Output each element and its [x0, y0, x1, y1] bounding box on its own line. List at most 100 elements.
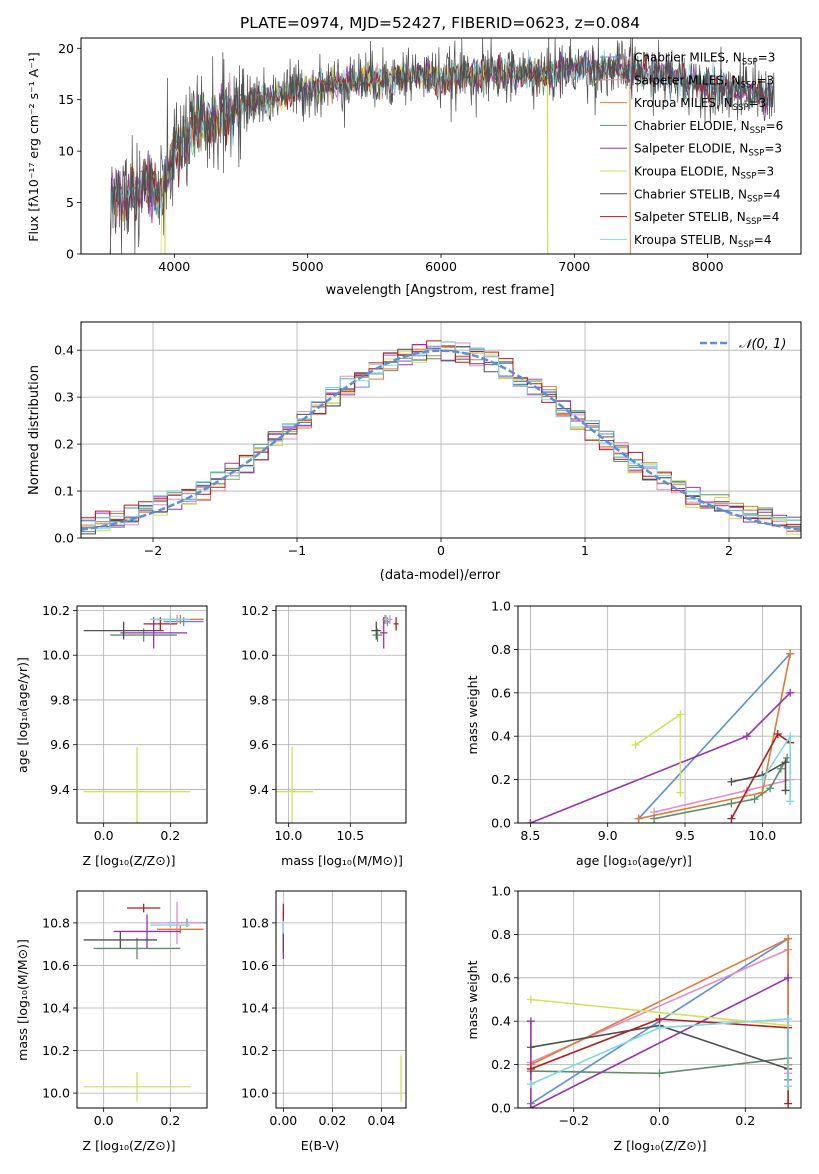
histogram-x-label: (data-model)/error: [380, 568, 501, 583]
x-tick-label: 0.00: [269, 1113, 297, 1128]
age-vs-metallicity-panel: 0.0 0.2 9.4 9.6 9.8 10.0 10.2: [42, 603, 208, 843]
axes-frame: [275, 605, 407, 824]
weight-marker: [784, 1099, 793, 1108]
axes-frame: [76, 605, 208, 824]
weight-line: [530, 1018, 789, 1087]
weight-age-x-label: age [log₁₀(age/yr)]: [576, 853, 692, 868]
weight-vs-age-panel: 8.5 9.0 9.5 10.0 0.0 0.2 0.4 0.6 0.8 1.0: [491, 599, 802, 843]
axes-frame: [76, 890, 208, 1109]
y-tick-label: 0.0: [491, 816, 511, 831]
y-tick-label: 9.8: [249, 692, 269, 707]
y-tick-label: 0.8: [491, 927, 511, 942]
mass-z-y-label: mass [log₁₀(M/M⊙)]: [15, 939, 30, 1061]
y-tick-label: 0.1: [54, 484, 74, 499]
plot-area: [526, 649, 795, 823]
weight-marker: [773, 730, 782, 739]
x-tick-label: 6000: [425, 259, 457, 274]
y-tick-label: 0.0: [491, 1101, 511, 1116]
y-tick-label: 10.8: [42, 915, 70, 930]
weight-marker: [786, 797, 795, 806]
spectrum-y-label: Flux [fλ10⁻¹⁷ erg cm⁻² s⁻¹ A⁻¹]: [26, 52, 41, 241]
x-tick-label: 9.0: [598, 828, 618, 843]
y-tick-label: 10.0: [241, 648, 269, 663]
legend-label: Salpeter MILES, NSSP=3: [634, 73, 774, 90]
x-tick-label: 0.2: [160, 828, 180, 843]
y-tick-label: 0.6: [491, 685, 511, 700]
age-z-y-label: age [log₁₀(age/yr)]: [15, 657, 30, 773]
x-tick-label: 2: [725, 543, 733, 558]
x-tick-label: 0.2: [735, 1113, 755, 1128]
y-tick-label: 0.6: [491, 970, 511, 985]
weight-marker: [742, 732, 751, 741]
axes-frame: [275, 890, 407, 1109]
axes-frame: [517, 890, 802, 1109]
histogram-step: [81, 344, 801, 527]
weight-marker: [676, 710, 685, 719]
weight-marker: [784, 1082, 793, 1091]
x-tick-label: 4000: [158, 259, 190, 274]
y-tick-label: 10.0: [241, 1086, 269, 1101]
weight-marker: [650, 814, 659, 823]
x-tick-label: 10.5: [336, 828, 364, 843]
weight-marker: [655, 1015, 664, 1024]
weight-line: [638, 653, 791, 820]
y-tick-label: 9.4: [50, 782, 70, 797]
y-tick-label: 10.2: [241, 603, 269, 618]
normal-curve: [81, 349, 801, 532]
y-tick-label: 0.8: [491, 642, 511, 657]
y-tick-label: 0.4: [491, 1014, 511, 1029]
y-tick-label: 0.0: [54, 531, 74, 546]
y-tick-label: 0.2: [491, 1057, 511, 1072]
mass-z-x-label: Z [log₁₀(Z/Z⊙)]: [83, 1138, 176, 1153]
x-tick-label: 0.0: [650, 1113, 670, 1128]
axes-frame: [517, 605, 802, 824]
legend-label: Kroupa STELIB, NSSP=4: [634, 233, 772, 250]
weight-marker: [655, 1023, 664, 1032]
x-tick-label: 1: [581, 543, 589, 558]
y-tick-label: 0.4: [491, 729, 511, 744]
y-tick-label: 10.4: [42, 1001, 70, 1016]
weight-marker: [631, 740, 640, 749]
weight-marker: [784, 1015, 793, 1024]
y-tick-label: 10.4: [241, 1001, 269, 1016]
plot-area: [83, 901, 207, 1102]
x-tick-label: −1: [288, 543, 306, 558]
x-tick-label: 10.0: [274, 828, 302, 843]
y-tick-label: 10.2: [241, 1043, 269, 1058]
y-tick-label: 1.0: [491, 599, 511, 614]
y-tick-label: 10.0: [42, 648, 70, 663]
x-tick-label: 9.5: [675, 828, 695, 843]
weight-marker: [655, 1069, 664, 1078]
weight-marker: [526, 995, 535, 1004]
weight-marker: [526, 1080, 535, 1089]
weight-marker: [750, 795, 759, 804]
weight-z-x-label: Z [log₁₀(Z/Z⊙)]: [614, 1138, 707, 1153]
weight-marker: [526, 1064, 535, 1073]
weight-marker: [766, 784, 775, 793]
x-tick-label: −0.2: [559, 1113, 589, 1128]
y-tick-label: 0.4: [54, 343, 74, 358]
figure-title: PLATE=0974, MJD=52427, FIBERID=0623, z=0…: [240, 14, 640, 32]
y-tick-label: 9.4: [249, 782, 269, 797]
histogram-legend: 𝒩(0, 1): [700, 337, 786, 352]
y-tick-label: 0.3: [54, 390, 74, 405]
legend-label: Kroupa ELODIE, NSSP=3: [634, 165, 774, 182]
weight-vs-metallicity-panel: −0.2 0.0 0.2 0.0 0.2 0.4 0.6 0.8 1.0: [491, 884, 802, 1128]
age-mass-x-label: mass [log₁₀(M/M⊙)]: [281, 853, 403, 868]
y-tick-label: 10.0: [42, 1086, 70, 1101]
y-tick-label: 5: [66, 195, 74, 210]
legend-label: Salpeter STELIB, NSSP=4: [634, 210, 779, 227]
plot-area: [83, 614, 204, 823]
x-tick-label: 7000: [558, 259, 590, 274]
plot-area: [526, 934, 793, 1108]
x-tick-label: 0.2: [160, 1113, 180, 1128]
x-tick-label: 0.0: [94, 828, 114, 843]
mass-vs-metallicity-panel: 0.0 0.2 10.0 10.2 10.4 10.6 10.8: [42, 890, 208, 1128]
x-tick-label: 8.5: [520, 828, 540, 843]
weight-marker: [526, 1043, 535, 1052]
y-tick-label: 15: [58, 92, 74, 107]
histogram-legend-label: 𝒩(0, 1): [739, 337, 786, 352]
weight-line: [731, 760, 787, 791]
y-tick-label: 10.2: [42, 1043, 70, 1058]
y-tick-label: 10.8: [241, 915, 269, 930]
